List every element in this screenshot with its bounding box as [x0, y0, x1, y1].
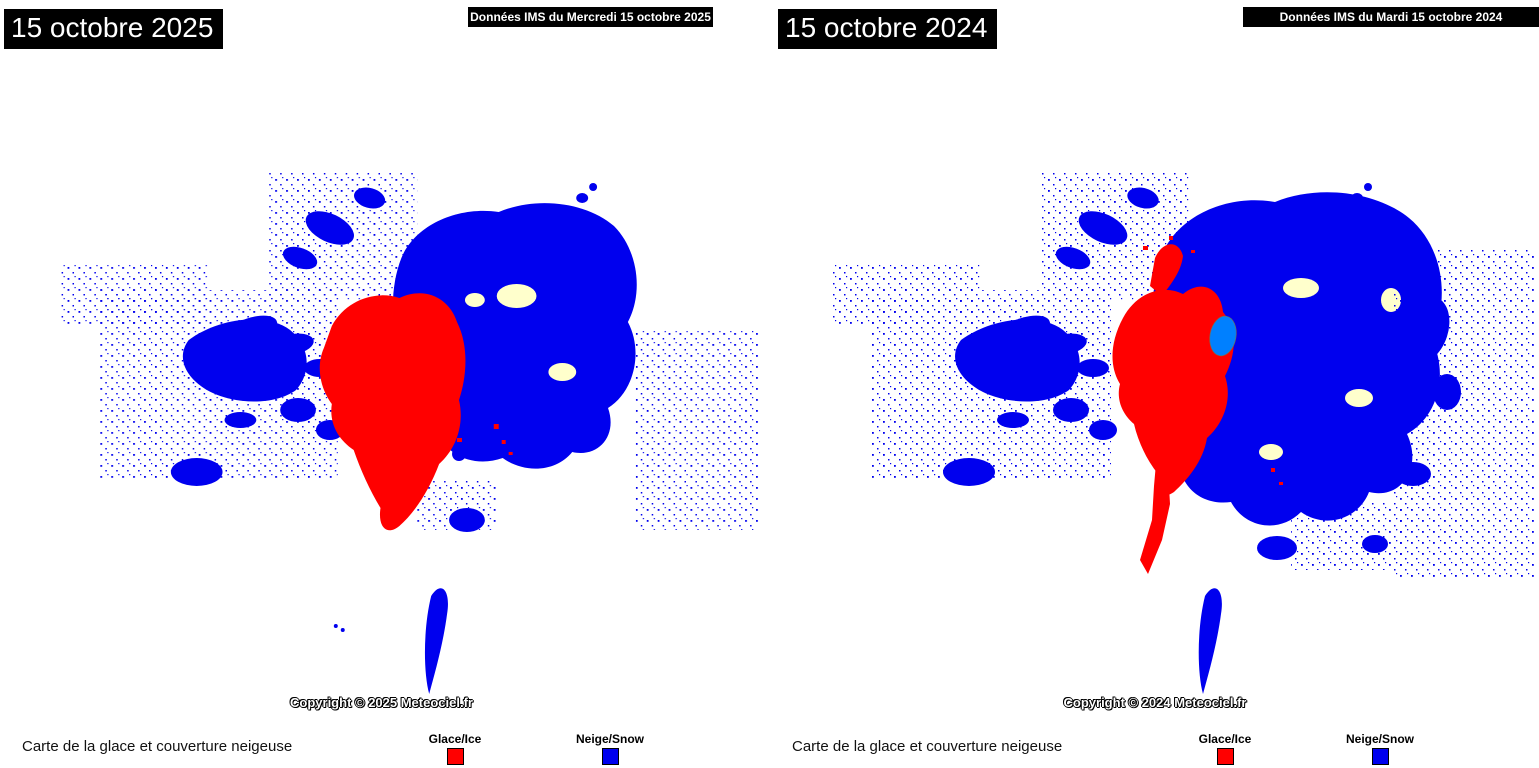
legend-ice-2024: Glace/Ice — [1180, 732, 1270, 765]
ice-legend-swatch — [446, 748, 464, 765]
snow-legend-label: Neige/Snow — [1345, 732, 1414, 746]
legend-footer: Carte de la glace et couverture neigeuse… — [0, 730, 1539, 768]
legend-snow-2025: Neige/Snow — [565, 732, 655, 765]
snow-legend-swatch — [601, 748, 619, 765]
map-caption-2024: Carte de la glace et couverture neigeuse — [792, 738, 1063, 755]
panel-divider — [763, 0, 771, 730]
ice-snow-map-2024 — [831, 170, 1536, 694]
panel-2025: 15 octobre 2025 Données IMS du Mercredi … — [0, 0, 763, 730]
ice-legend-label: Glace/Ice — [1198, 732, 1252, 746]
legend-snow-2024: Neige/Snow — [1335, 732, 1425, 765]
panel-2024: 15 octobre 2024 Données IMS du Mardi 15 … — [771, 0, 1539, 730]
legend-ice-2025: Glace/Ice — [410, 732, 500, 765]
source-badge-2025: Données IMS du Mercredi 15 octobre 2025 — [468, 7, 713, 27]
date-badge-2024: 15 octobre 2024 — [778, 9, 998, 50]
map-caption-2025: Carte de la glace et couverture neigeuse — [22, 738, 293, 755]
snow-legend-swatch — [1371, 748, 1389, 765]
copyright-label-2025: Copyright © 2025 Meteociel.fr — [290, 695, 473, 710]
date-badge-2025: 15 octobre 2025 — [4, 9, 224, 50]
copyright-label-2024: Copyright © 2024 Meteociel.fr — [1063, 695, 1247, 710]
snow-legend-label: Neige/Snow — [575, 732, 644, 746]
ice-legend-swatch — [1216, 748, 1234, 765]
source-badge-2024: Données IMS du Mardi 15 octobre 2024 — [1243, 7, 1539, 27]
ice-snow-map-2025 — [59, 170, 761, 694]
ice-legend-label: Glace/Ice — [428, 732, 482, 746]
